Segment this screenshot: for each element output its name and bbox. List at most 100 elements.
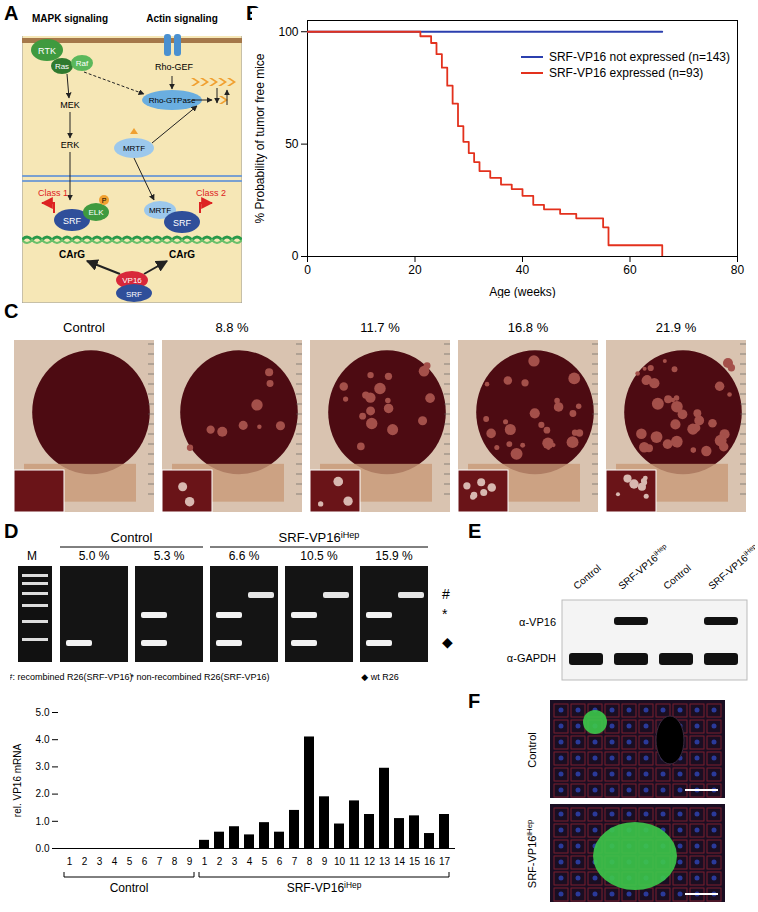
svg-text:12: 12 [364, 856, 376, 867]
svg-text:MEK: MEK [60, 100, 80, 110]
svg-text:Class 2: Class 2 [196, 188, 226, 198]
svg-text:#: recombined R26(SRF-VP16): #: recombined R26(SRF-VP16) [10, 672, 133, 682]
svg-text:RTK: RTK [38, 46, 56, 56]
svg-text:9: 9 [187, 856, 193, 867]
svg-text:15.9 %: 15.9 % [375, 549, 413, 563]
html-text:D: D [4, 520, 19, 542]
svg-text:0.0: 0.0 [36, 843, 50, 854]
svg-text:13: 13 [379, 856, 391, 867]
svg-text:21.9 %: 21.9 % [656, 320, 697, 335]
svg-text:17: 17 [439, 856, 451, 867]
svg-text:20: 20 [408, 263, 422, 277]
svg-text:Rho-GTPase: Rho-GTPase [149, 96, 196, 105]
svg-text:ELK: ELK [88, 208, 104, 217]
svg-text:6: 6 [277, 856, 283, 867]
svg-text:Control: Control [661, 562, 693, 591]
svg-text:1: 1 [202, 856, 208, 867]
svg-text:Raf: Raf [76, 59, 89, 68]
html-text:SRF-VP16: SRF-VP16 [616, 552, 660, 592]
svg-text:SRF: SRF [126, 290, 142, 299]
svg-text:MRTF: MRTF [123, 144, 145, 153]
svg-text:5.0: 5.0 [36, 707, 50, 718]
svg-text:* non-recombined R26(SRF-VP16): * non-recombined R26(SRF-VP16) [130, 672, 269, 682]
svg-text:CArG: CArG [59, 249, 85, 260]
svg-text:SRF-VP16iHep: SRF-VP16iHep [279, 530, 360, 545]
svg-text:10.5 %: 10.5 % [300, 549, 338, 563]
svg-text:5.0 %: 5.0 % [79, 549, 110, 563]
svg-text:MRTF: MRTF [149, 206, 171, 215]
svg-text:2.0: 2.0 [36, 788, 50, 799]
svg-text:0: 0 [292, 249, 299, 263]
html-text:B: B [246, 2, 261, 24]
svg-text:5: 5 [127, 856, 133, 867]
svg-text:8: 8 [172, 856, 178, 867]
svg-text:16: 16 [424, 856, 436, 867]
svg-text:1.0: 1.0 [36, 816, 50, 827]
svg-text:16.8 %: 16.8 % [508, 320, 549, 335]
html-text:E: E [468, 520, 482, 542]
svg-text:15: 15 [409, 856, 421, 867]
svg-text:5: 5 [262, 856, 268, 867]
svg-text:100: 100 [278, 25, 298, 39]
svg-text:Control: Control [571, 562, 603, 591]
svg-text:6.6 %: 6.6 % [229, 549, 260, 563]
svg-text:2: 2 [217, 856, 223, 867]
svg-text:6: 6 [142, 856, 148, 867]
svg-text:Actin signaling: Actin signaling [146, 13, 218, 24]
svg-text:SRF-VP16iHep: SRF-VP16iHep [706, 542, 755, 591]
svg-text:MAPK signaling: MAPK signaling [32, 13, 108, 24]
svg-text:14: 14 [394, 856, 406, 867]
svg-text:Rho-GEF: Rho-GEF [155, 62, 194, 72]
svg-text:4: 4 [112, 856, 118, 867]
svg-text:Control: Control [63, 320, 105, 335]
html-text:SRF-VP16 not expressed (n=143): SRF-VP16 not expressed (n=143) [548, 50, 730, 64]
svg-text:40: 40 [516, 263, 530, 277]
svg-text:#: # [442, 586, 450, 602]
svg-text:5.3 %: 5.3 % [154, 549, 185, 563]
html-text:C: C [4, 300, 19, 322]
svg-text:rel. VP16 mRNA: rel. VP16 mRNA [12, 743, 23, 817]
svg-text:VP16: VP16 [122, 276, 142, 285]
svg-text:1: 1 [67, 856, 73, 867]
svg-text:SRF: SRF [63, 216, 82, 226]
svg-text:7: 7 [157, 856, 163, 867]
svg-text:Control: Control [110, 881, 149, 895]
svg-text:Control: Control [111, 530, 153, 545]
svg-text:0: 0 [304, 263, 311, 277]
svg-text:4.0: 4.0 [36, 734, 50, 745]
svg-text:M: M [27, 549, 37, 563]
svg-text:SRF-VP16iHep: SRF-VP16iHep [287, 880, 362, 895]
svg-text:3.0: 3.0 [36, 761, 50, 772]
svg-text:α-GAPDH: α-GAPDH [507, 652, 556, 664]
svg-text:60: 60 [623, 263, 637, 277]
svg-text:11.7 %: 11.7 % [360, 320, 400, 335]
svg-text:7: 7 [292, 856, 298, 867]
svg-text:80: 80 [731, 263, 745, 277]
svg-text:10: 10 [334, 856, 346, 867]
svg-text:50: 50 [285, 137, 299, 151]
svg-text:Age (weeks): Age (weeks) [489, 285, 556, 299]
svg-text:CArG: CArG [169, 249, 195, 260]
svg-text:3: 3 [97, 856, 103, 867]
html-text:A: A [4, 2, 19, 24]
svg-text:α-VP16: α-VP16 [519, 616, 556, 628]
svg-text:8: 8 [307, 856, 313, 867]
svg-text:9: 9 [322, 856, 328, 867]
svg-text:% Probability of tumor free mi: % Probability of tumor free mice [253, 53, 267, 223]
svg-text:*: * [442, 606, 448, 622]
html-text:iHep: iHep [652, 542, 668, 557]
svg-text:◆ wt R26: ◆ wt R26 [361, 672, 398, 682]
svg-text:◆: ◆ [442, 634, 453, 650]
svg-text:3: 3 [232, 856, 238, 867]
svg-text:SRF: SRF [173, 218, 192, 228]
svg-text:Class 1: Class 1 [38, 188, 68, 198]
svg-text:Ras: Ras [55, 62, 69, 71]
svg-text:ERK: ERK [61, 140, 80, 150]
svg-text:11: 11 [349, 856, 360, 867]
svg-text:Control: Control [526, 732, 538, 767]
svg-text:2: 2 [82, 856, 88, 867]
svg-text:SRF-VP16iHep: SRF-VP16iHep [525, 820, 538, 888]
svg-text:8.8 %: 8.8 % [215, 320, 249, 335]
svg-text:P: P [102, 197, 107, 204]
svg-text:4: 4 [247, 856, 253, 867]
